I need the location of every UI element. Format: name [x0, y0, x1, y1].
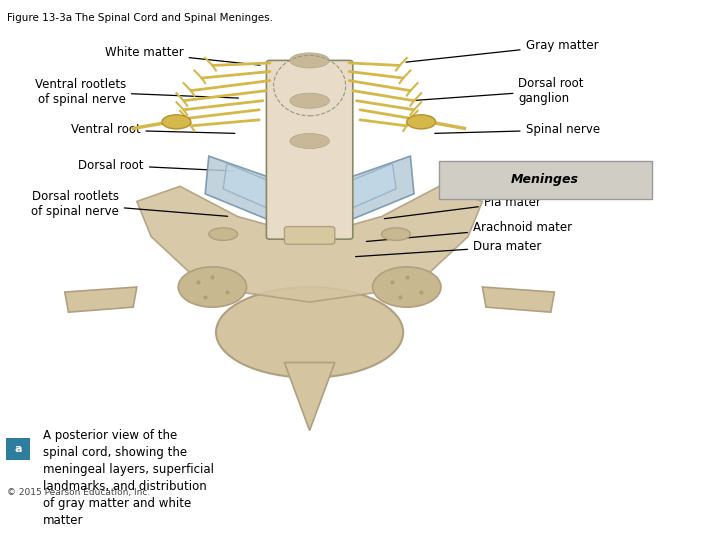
Text: Pia mater: Pia mater — [384, 196, 541, 219]
FancyBboxPatch shape — [439, 161, 652, 199]
Ellipse shape — [179, 267, 246, 307]
Text: White matter: White matter — [105, 46, 260, 65]
Text: © 2015 Pearson Education, Inc.: © 2015 Pearson Education, Inc. — [7, 489, 150, 497]
Ellipse shape — [216, 287, 403, 377]
Ellipse shape — [289, 133, 330, 148]
FancyBboxPatch shape — [6, 438, 30, 460]
Text: Dura mater: Dura mater — [356, 240, 541, 256]
Ellipse shape — [382, 228, 410, 240]
Polygon shape — [482, 287, 554, 312]
Ellipse shape — [162, 115, 191, 129]
FancyBboxPatch shape — [284, 227, 335, 244]
Text: Spinal nerve: Spinal nerve — [435, 124, 600, 137]
Polygon shape — [137, 186, 482, 302]
Text: Gray matter: Gray matter — [406, 39, 598, 62]
Polygon shape — [65, 287, 137, 312]
Text: Dorsal root
ganglion: Dorsal root ganglion — [413, 77, 584, 105]
Text: Dorsal root: Dorsal root — [78, 159, 235, 172]
Text: Ventral root: Ventral root — [71, 124, 235, 137]
Polygon shape — [205, 156, 414, 237]
FancyBboxPatch shape — [266, 60, 353, 239]
Ellipse shape — [373, 267, 441, 307]
Ellipse shape — [209, 228, 238, 240]
Text: Figure 13-3a The Spinal Cord and Spinal Meninges.: Figure 13-3a The Spinal Cord and Spinal … — [7, 12, 273, 23]
Text: Ventral rootlets
of spinal nerve: Ventral rootlets of spinal nerve — [35, 78, 238, 106]
Text: Arachnoid mater: Arachnoid mater — [366, 221, 572, 241]
Polygon shape — [284, 362, 335, 430]
Text: Meninges: Meninges — [511, 173, 579, 186]
Ellipse shape — [289, 93, 330, 108]
Ellipse shape — [407, 115, 436, 129]
Text: A posterior view of the
spinal cord, showing the
meningeal layers, superficial
l: A posterior view of the spinal cord, sho… — [43, 429, 215, 527]
Text: a: a — [14, 444, 22, 454]
Ellipse shape — [289, 53, 330, 68]
Polygon shape — [223, 164, 396, 227]
Text: Dorsal rootlets
of spinal nerve: Dorsal rootlets of spinal nerve — [31, 190, 228, 218]
